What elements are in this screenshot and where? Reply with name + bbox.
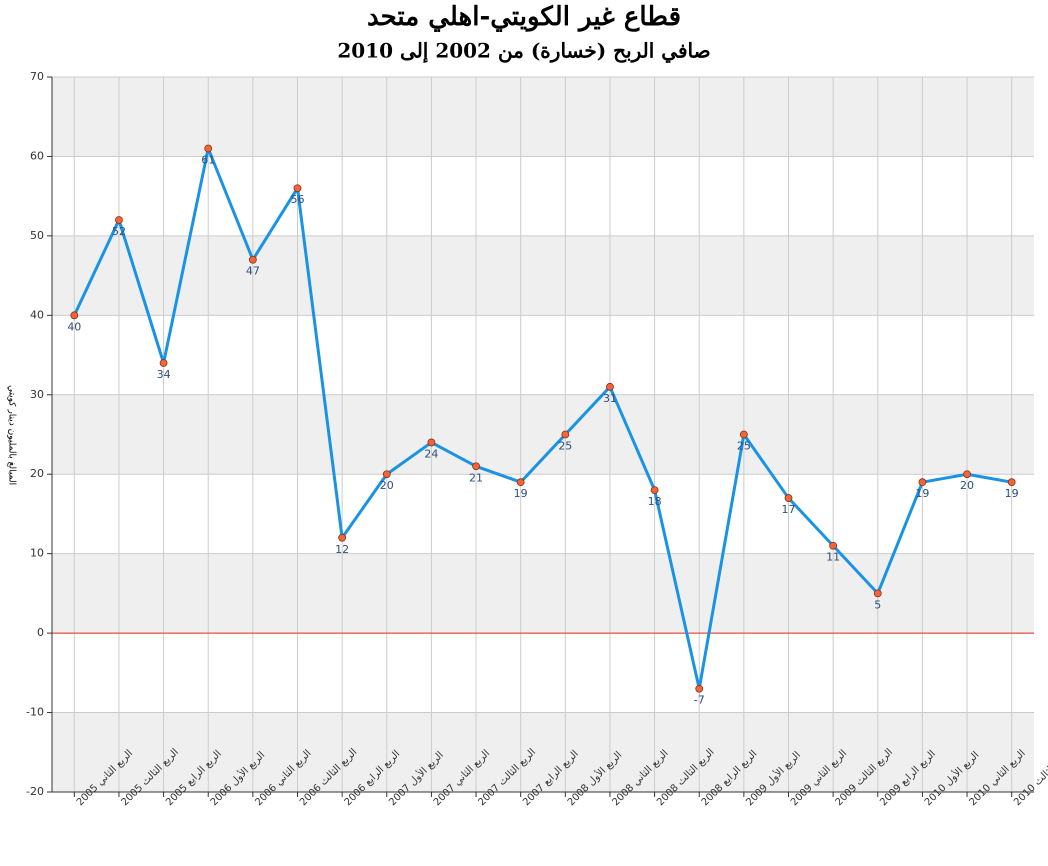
y-tick-label: 0 [37,626,44,639]
point [873,589,882,598]
chart-subtitle: صافي الربح (خسارة) من 2002 إلى 2010 [337,39,710,64]
y-tick-label: 70 [30,70,44,83]
point [70,311,79,320]
value-label: 25 [558,440,572,453]
point [561,430,570,439]
value-label: 56 [291,193,305,206]
point [963,470,971,479]
grid-band [52,553,1034,634]
value-label: 31 [603,392,617,405]
point [382,470,391,479]
point [248,255,257,264]
y-tick-label: 10 [30,547,44,560]
value-label: 47 [246,265,260,278]
point [1007,478,1016,487]
value-label: 25 [737,440,751,453]
point [159,359,168,367]
point [606,382,614,391]
y-tick-label: -10 [26,706,44,719]
value-label: 17 [782,503,796,516]
value-label: 21 [469,471,483,484]
value-label: 24 [424,447,438,460]
y-tick-label: 20 [30,467,44,480]
value-label: 18 [648,495,662,508]
grid-band [52,394,1034,475]
grid-band [52,235,1034,316]
y-tick-label: -20 [26,785,44,798]
value-label: 52 [112,225,126,238]
value-label: 34 [157,368,171,381]
point [650,486,659,495]
value-label: 11 [826,551,840,564]
point [472,462,480,471]
value-label: -7 [694,694,705,707]
point [739,430,748,439]
point [918,478,927,487]
y-tick-label: 40 [30,308,44,321]
chart-title: قطاع غير الكويتي-اهلي متحد [367,2,681,32]
point [784,494,793,502]
point [427,438,436,447]
point [204,144,213,153]
grid-band [52,712,1034,792]
grid-band [52,77,1034,157]
value-label: 19 [915,487,929,500]
point [695,684,704,693]
point [338,533,347,542]
point [829,541,838,550]
value-label: 20 [960,479,974,492]
point [293,184,302,193]
y-tick-label: 30 [30,388,44,401]
value-label: 5 [874,598,881,611]
value-label: 12 [335,543,349,556]
line [72,147,1012,691]
value-label: 61 [201,154,215,167]
y-tick-label: 60 [30,149,44,162]
value-label: 20 [380,479,394,492]
point [516,478,525,487]
value-label: 40 [67,320,81,333]
value-label: 19 [514,487,528,500]
point [115,216,123,224]
value-label: 19 [1005,487,1019,500]
y-tick-label: 50 [30,229,44,242]
y-axis-label: المبالغ بالمليون دينار كويتي [7,385,17,485]
